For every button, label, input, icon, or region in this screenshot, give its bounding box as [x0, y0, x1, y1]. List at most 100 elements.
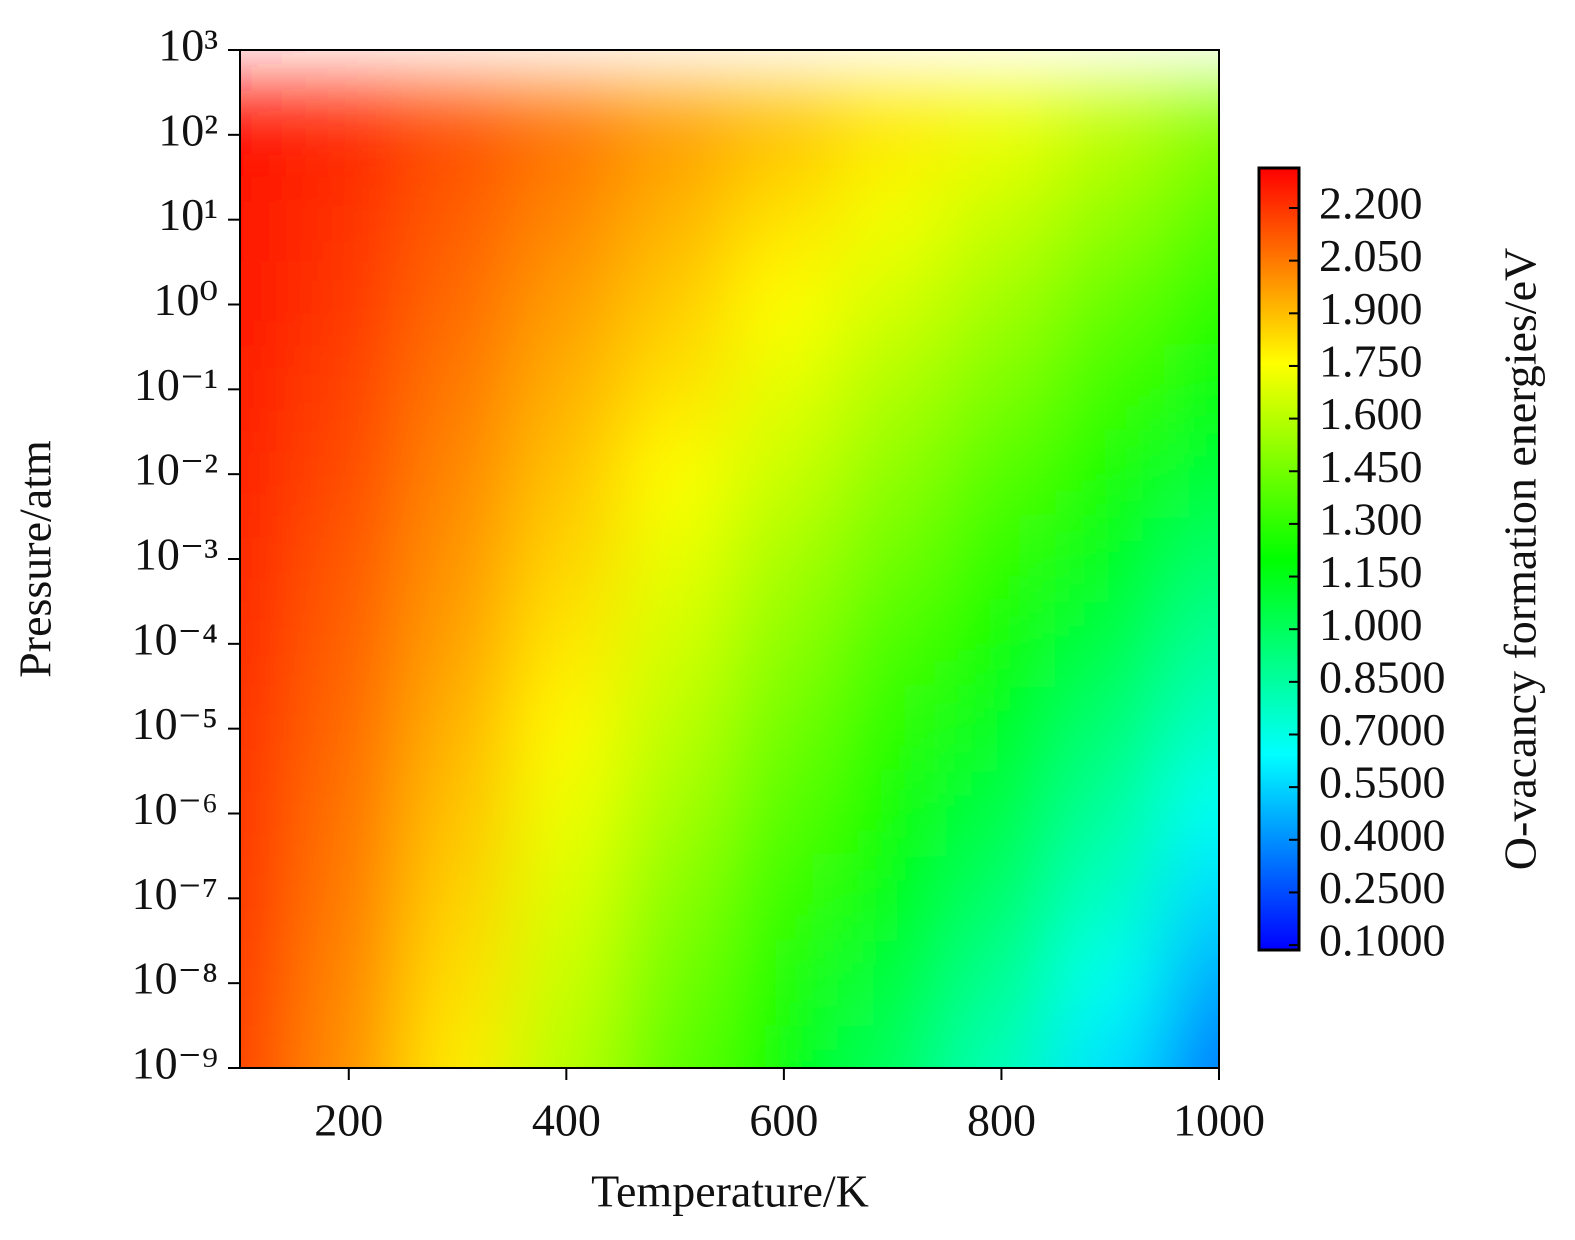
- heatmap-cell: [729, 685, 839, 772]
- heatmap-cell: [402, 940, 513, 1027]
- heatmap-cell: [293, 770, 404, 857]
- heatmap-cell: [240, 600, 295, 687]
- heatmap-cell: [511, 176, 622, 263]
- heatmap-cell: [293, 431, 404, 518]
- heatmap-cell: [1055, 1025, 1166, 1068]
- heatmap-cell: [729, 855, 839, 942]
- heatmap-cell: [1164, 685, 1219, 772]
- heatmap-cell: [620, 346, 730, 433]
- heatmap-cell: [240, 940, 295, 1027]
- heatmap-cell: [1164, 855, 1219, 942]
- heatmap-cell: [511, 516, 622, 602]
- heatmap-cell: [620, 176, 730, 263]
- heatmap-cell: [946, 940, 1057, 1027]
- heatmap-cell: [729, 431, 839, 518]
- heatmap-cell: [402, 855, 513, 942]
- heatmap-cell: [511, 431, 622, 518]
- heatmap-cell: [402, 770, 513, 857]
- heatmap-cell: [620, 855, 730, 942]
- heatmap-cell: [293, 685, 404, 772]
- y-tick-label: 10⁻⁴: [132, 613, 218, 664]
- heatmap-cell: [1164, 261, 1219, 348]
- heatmap-cell: [620, 516, 730, 602]
- heatmap-cell: [837, 176, 948, 263]
- heatmap-cell: [1055, 685, 1166, 772]
- heatmap-cell: [837, 346, 948, 433]
- heatmap-cell: [402, 261, 513, 348]
- x-tick-label: 800: [967, 1095, 1036, 1146]
- heatmap-cell: [946, 346, 1057, 433]
- heatmap-cell: [402, 516, 513, 602]
- heatmap-cell: [946, 600, 1057, 687]
- heatmap-cell: [946, 176, 1057, 263]
- heatmap-cell: [1055, 87, 1166, 93]
- heatmap-cell: [837, 600, 948, 687]
- heatmap-cell: [729, 600, 839, 687]
- heatmap-cell: [240, 1025, 295, 1068]
- heatmap-cell: [1164, 516, 1219, 602]
- heatmap-cell: [293, 176, 404, 263]
- heatmap-cell: [293, 91, 404, 178]
- colorbar-tick-label: 1.000: [1319, 599, 1423, 650]
- heatmap-cell: [402, 1025, 513, 1068]
- heatmap-cell: [729, 770, 839, 857]
- heatmap-cell: [620, 940, 730, 1027]
- heatmap-cell: [293, 87, 404, 93]
- y-tick-label: 10¹: [158, 189, 218, 240]
- heatmap: [240, 87, 1219, 1068]
- heatmap-cell: [511, 1025, 622, 1068]
- heatmap-cell: [511, 87, 622, 93]
- heatmap-cell: [1055, 91, 1166, 178]
- heatmap-cell: [837, 1025, 948, 1068]
- x-tick-label: 400: [532, 1095, 601, 1146]
- heatmap-cell: [402, 431, 513, 518]
- heatmap-cell: [240, 91, 295, 178]
- heatmap-cell: [402, 87, 513, 93]
- heatmap-cell: [837, 261, 948, 348]
- heatmap-cell: [729, 346, 839, 433]
- heatmap-cell: [946, 770, 1057, 857]
- heatmap-cell: [293, 1025, 404, 1068]
- heatmap-cell: [1164, 91, 1219, 178]
- heatmap-cell: [1055, 855, 1166, 942]
- colorbar-tick-label: 1.150: [1319, 546, 1423, 597]
- heatmap-cell: [240, 516, 295, 602]
- heatmap-cell: [402, 346, 513, 433]
- heatmap-cell: [1164, 770, 1219, 857]
- colorbar-tick-label: 2.050: [1319, 230, 1423, 281]
- y-tick-label: 10⁻²: [134, 444, 218, 495]
- heatmap-cell: [837, 516, 948, 602]
- heatmap-cell: [511, 855, 622, 942]
- heatmap-cell: [402, 685, 513, 772]
- y-tick-label: 10⁻⁸: [132, 953, 218, 1004]
- heatmap-cell: [293, 855, 404, 942]
- heatmap-cell: [1055, 176, 1166, 263]
- heatmap-cell: [293, 261, 404, 348]
- heatmap-cell: [620, 600, 730, 687]
- heatmap-cell: [620, 91, 730, 178]
- heatmap-cell: [240, 176, 295, 263]
- colorbar-tick-label: 2.200: [1319, 178, 1423, 229]
- heatmap-cell: [729, 516, 839, 602]
- heatmap-cell: [946, 1025, 1057, 1068]
- heatmap-cell: [620, 770, 730, 857]
- colorbar-tick-label: 0.7000: [1319, 704, 1446, 755]
- heatmap-cell: [293, 940, 404, 1027]
- heatmap-cell: [240, 261, 295, 348]
- heatmap-cell: [1164, 940, 1219, 1027]
- colorbar-tick-label: 0.4000: [1319, 809, 1446, 860]
- heatmap-cell: [1055, 600, 1166, 687]
- x-tick-label: 600: [749, 1095, 818, 1146]
- x-tick-label: 200: [314, 1095, 383, 1146]
- heatmap-cell: [240, 685, 295, 772]
- heatmap-cell: [620, 685, 730, 772]
- heatmap-cell: [837, 91, 948, 178]
- heatmap-cell: [240, 431, 295, 518]
- x-axis-label: Temperature/K: [591, 1166, 869, 1217]
- colorbar-tick-label: 1.600: [1319, 388, 1423, 439]
- y-tick-label: 10⁻¹: [134, 359, 218, 410]
- heatmap-cell: [729, 176, 839, 263]
- heatmap-cell: [1164, 176, 1219, 263]
